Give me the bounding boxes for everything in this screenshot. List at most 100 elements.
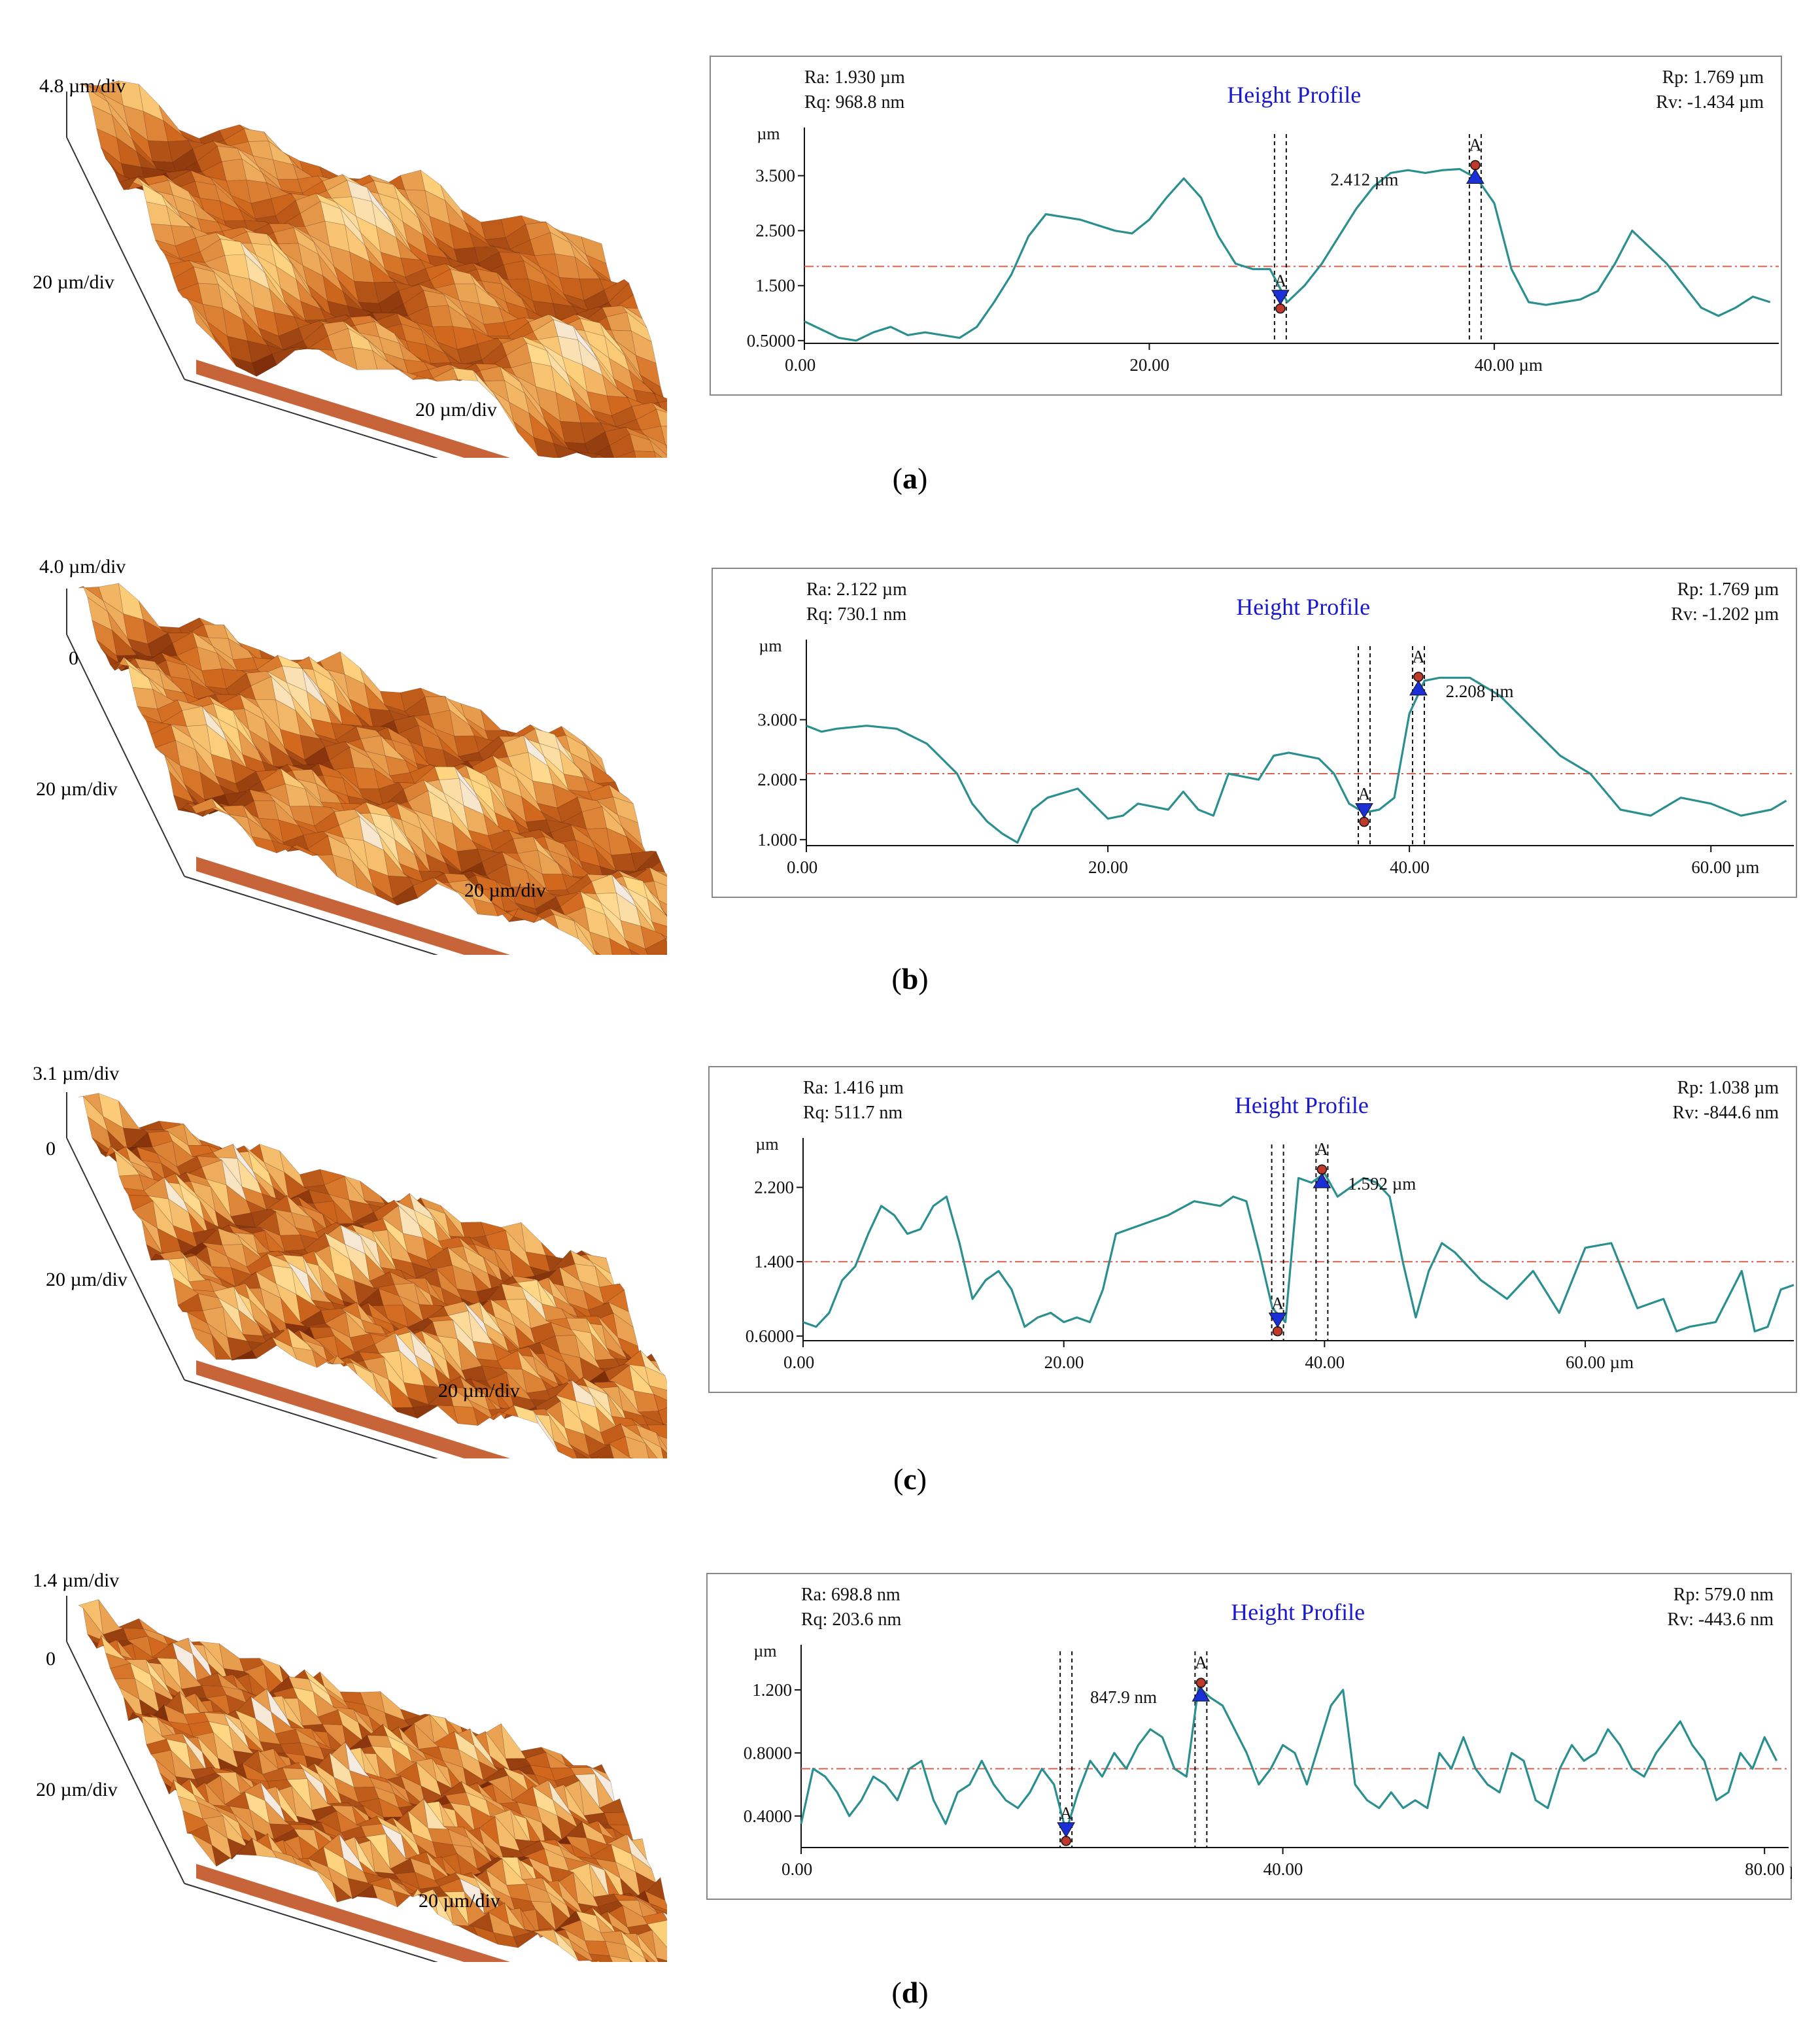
cursor-low-label: A	[1358, 785, 1371, 804]
panel-caption-a: (a)	[0, 461, 1820, 496]
caption-letter: d	[901, 1976, 919, 2009]
x-tick-label: 40.00 µm	[1475, 355, 1543, 375]
chart-title: Height Profile	[1227, 82, 1361, 108]
afm-surface-facet	[569, 1939, 594, 1962]
caption-letter: b	[901, 962, 919, 995]
height-difference-label: 2.208 µm	[1445, 681, 1513, 701]
caption-open: (	[893, 1462, 904, 1496]
afm-x-scale-label: 20 µm/div	[438, 1380, 520, 1402]
panel-caption-c: (c)	[0, 1462, 1820, 1496]
afm-surface-facet	[661, 1447, 667, 1458]
afm-surface-facet	[651, 921, 667, 938]
afm-surface-facet	[553, 1440, 578, 1458]
height-profile-plot: Ra: 2.122 µm Rq: 730.1 nm Rp: 1.769 µm Rv: …	[712, 568, 1797, 898]
stat-rq: Rq: 730.1 nm	[806, 604, 906, 625]
stat-rv: Rv: -1.434 µm	[1656, 92, 1764, 112]
figure-panel-b: 4.0 µm/div 0 20 µm/div 20 µm/div Ra: 2.1…	[0, 510, 1820, 1014]
afm-z-scale-label: 1.4 µm/div	[33, 1570, 120, 1591]
panel-caption-b: (b)	[0, 961, 1820, 996]
profile-line	[800, 1685, 1778, 1833]
stat-rv: Rv: -844.6 nm	[1672, 1103, 1779, 1123]
afm-surface-facet	[500, 1723, 526, 1759]
stat-rq: Rq: 203.6 nm	[801, 1609, 901, 1630]
height-difference-label: 847.9 nm	[1090, 1687, 1157, 1707]
afm-z-scale-label: 3.1 µm/div	[33, 1063, 120, 1084]
afm-surface-facet	[589, 1443, 614, 1458]
afm-surface-facet	[653, 880, 667, 905]
profile-line	[802, 1172, 1794, 1333]
afm-base-front-face	[196, 857, 510, 955]
afm-surface-facet	[596, 1456, 600, 1458]
cursor-high-marker	[1313, 1173, 1331, 1188]
afm-surface-facet	[634, 451, 657, 458]
y-axis-unit-label: µm	[753, 1642, 776, 1660]
y-tick-label: 2.200	[754, 1178, 794, 1197]
afm-surface-facet	[644, 1890, 667, 1911]
afm-surface-facet	[640, 1436, 664, 1458]
afm-surface-facet	[420, 687, 445, 697]
caption-open: (	[891, 962, 902, 995]
y-tick-label: 0.6000	[746, 1326, 794, 1346]
afm-surface-facet	[649, 1902, 667, 1914]
caption-open: (	[892, 462, 902, 495]
afm-base-front-face	[196, 360, 510, 458]
y-tick-label: 1.000	[757, 830, 797, 850]
afm-3d-surface-c: 3.1 µm/div 0 20 µm/div 20 µm/div	[13, 1014, 667, 1458]
afm-y-axis	[66, 634, 185, 877]
afm-x-scale-label: 20 µm/div	[415, 399, 497, 421]
chart-title: Height Profile	[1236, 594, 1370, 620]
afm-surface-facet	[665, 444, 667, 451]
afm-z-scale-label: 4.8 µm/div	[39, 75, 126, 97]
cursor-high-marker	[1192, 1686, 1210, 1702]
afm-surface-facet	[594, 454, 606, 458]
height-difference-label: 1.592 µm	[1348, 1174, 1416, 1194]
afm-surface-facet	[645, 435, 667, 456]
x-tick-label: 20.00	[1088, 857, 1128, 877]
afm-base-front-face	[196, 1864, 510, 1962]
afm-base-front-face	[196, 1360, 510, 1458]
afm-surface-facet	[636, 1933, 659, 1962]
afm-surface-facet	[609, 1955, 630, 1962]
afm-surface-facet	[645, 938, 667, 955]
stat-rv: Rv: -443.6 nm	[1667, 1609, 1774, 1630]
afm-surface-facet	[609, 938, 632, 955]
height-profile-chart-c: Ra: 1.416 µm Rq: 511.7 nm Rp: 1.038 µm Rv: …	[708, 1066, 1797, 1393]
afm-y-axis	[66, 137, 185, 380]
cursor-low-dot	[1359, 816, 1369, 827]
caption-close: )	[916, 1462, 927, 1496]
cursor-low-dot	[1272, 1326, 1283, 1337]
afm-surface-facet	[656, 409, 667, 427]
afm-surface-facet	[644, 1366, 667, 1391]
y-tick-label: 0.4000	[744, 1806, 792, 1826]
afm-surface-facet	[413, 1405, 439, 1419]
afm-surface-facet	[533, 437, 558, 458]
afm-surface-facet	[609, 1443, 630, 1458]
afm-surface-facet	[645, 1443, 658, 1458]
afm-surface-facet	[654, 451, 663, 458]
afm-surface-facet	[649, 867, 667, 886]
afm-surface-facet	[647, 1919, 667, 1948]
cursor-low-label: A	[1274, 271, 1286, 290]
y-tick-label: 0.5000	[747, 331, 795, 351]
cursor-high-dot	[1195, 1677, 1207, 1688]
figure-panel-c: 3.1 µm/div 0 20 µm/div 20 µm/div Ra: 1.4…	[0, 1014, 1820, 1517]
afm-z-zero-label: 0	[69, 647, 78, 669]
afm-surface-facet	[647, 898, 667, 927]
y-tick-label: 0.8000	[744, 1743, 792, 1763]
cursor-low-marker	[1057, 1822, 1075, 1838]
afm-x-axis	[184, 876, 439, 955]
afm-x-scale-label: 20 µm/div	[419, 1890, 500, 1912]
panel-caption-d: (d)	[0, 1975, 1820, 2010]
stat-ra: Ra: 698.8 nm	[801, 1585, 901, 1605]
afm-surface-facet	[615, 451, 636, 458]
chart-frame	[706, 1573, 1792, 1900]
afm-surface-facet	[625, 1944, 647, 1962]
afm-surface-facet	[656, 1432, 667, 1454]
stat-ra: Ra: 1.416 µm	[803, 1078, 904, 1098]
afm-surface-drawing	[66, 80, 667, 458]
x-tick-label: 40.00	[1390, 857, 1430, 877]
cursor-high-label: A	[1195, 1653, 1208, 1672]
y-tick-label: 2.500	[755, 221, 795, 241]
cursor-low-dot	[1275, 303, 1286, 314]
height-profile-chart-d: Ra: 698.8 nm Rq: 203.6 nm Rp: 579.0 nm Rv: …	[706, 1573, 1792, 1900]
